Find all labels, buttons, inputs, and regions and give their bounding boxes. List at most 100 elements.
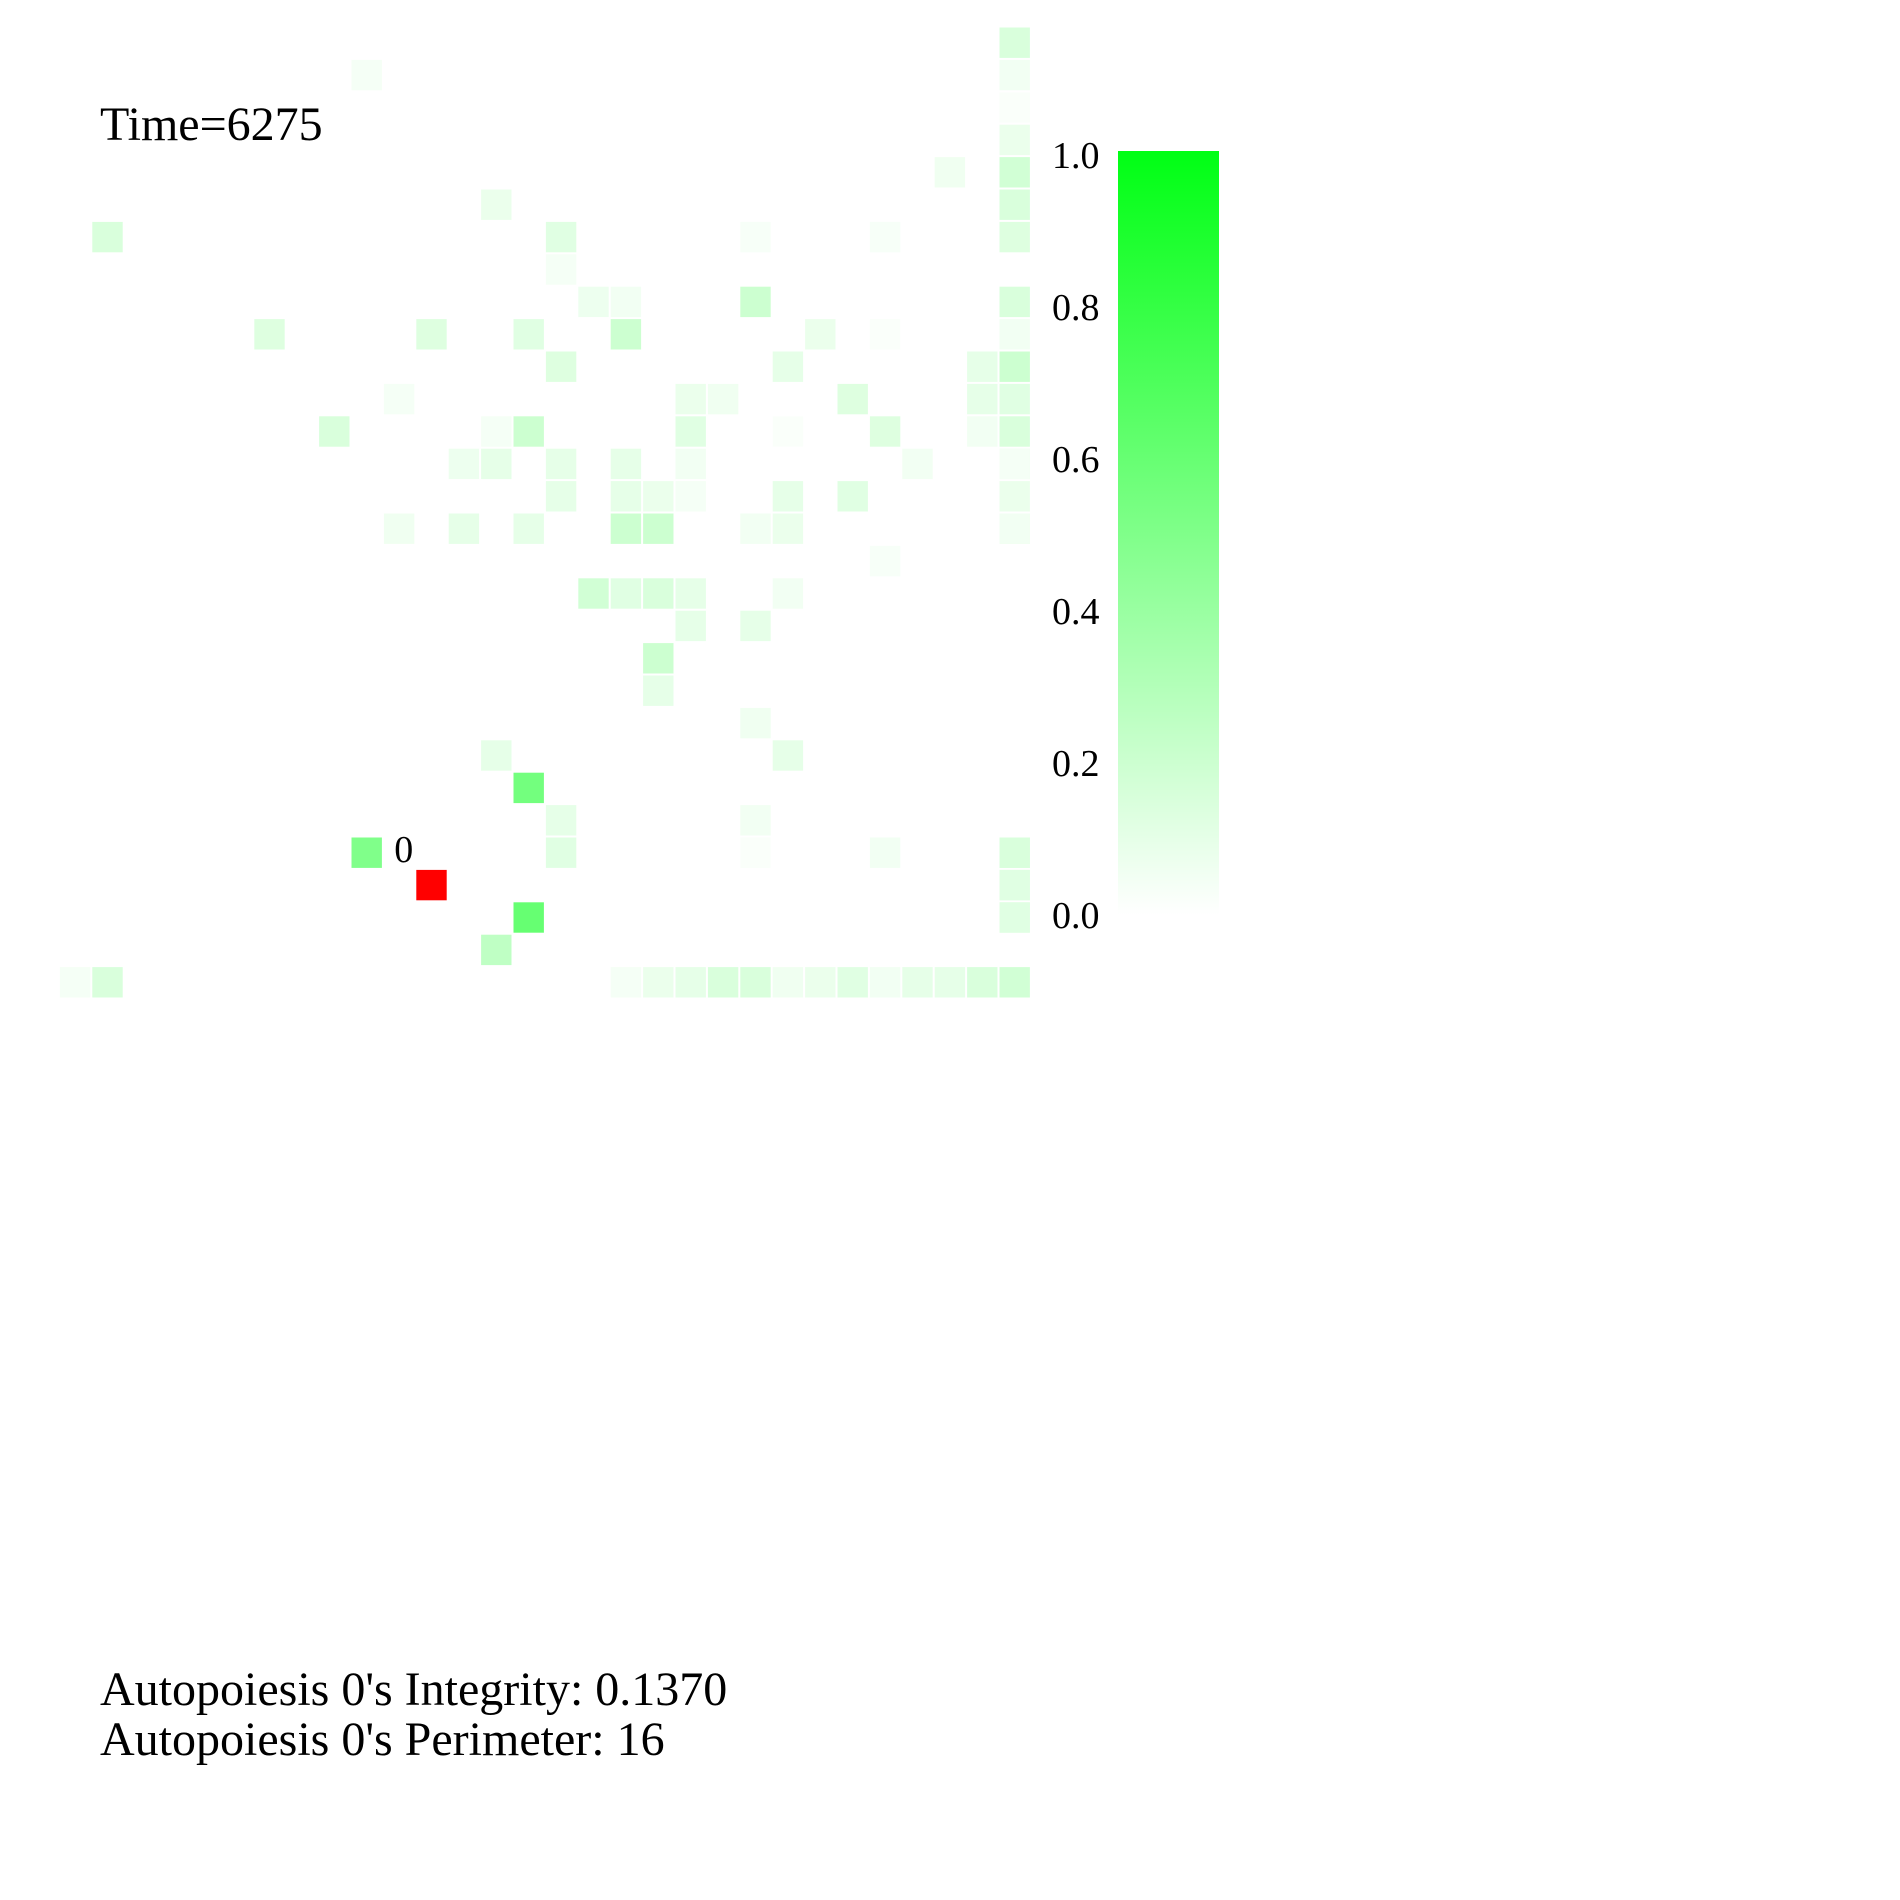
- heatmap-cell: [869, 967, 901, 998]
- heatmap-cell: [869, 221, 901, 253]
- heatmap-cell: [545, 351, 577, 382]
- heatmap-cell: [545, 448, 577, 480]
- heatmap-cell: [805, 319, 836, 350]
- heatmap-cell: [869, 416, 901, 447]
- heatmap-cell: [92, 221, 123, 253]
- heatmap-cell: [545, 254, 577, 285]
- heatmap-cell: [967, 351, 998, 382]
- heatmap-cell: [902, 967, 933, 998]
- heatmap-cell: [999, 221, 1030, 253]
- heatmap-cell: [59, 967, 91, 998]
- heatmap-cell: [772, 351, 804, 382]
- heatmap-cell: [675, 610, 706, 642]
- heatmap-cell: [610, 319, 642, 350]
- heatmap-cell: [416, 319, 447, 350]
- heatmap-cell: [643, 513, 674, 544]
- colorbar-tick-label: 0.6: [1052, 439, 1100, 481]
- heatmap-cell: [999, 27, 1030, 58]
- heatmap-cell: [902, 448, 933, 480]
- heatmap-cell: [999, 319, 1030, 350]
- heatmap-cell: [643, 481, 674, 512]
- heatmap-cell: [383, 383, 415, 415]
- heatmap-cell: [837, 967, 868, 998]
- heatmap-cell: [999, 124, 1030, 156]
- heatmap-cell: [999, 837, 1030, 868]
- heatmap-cell: [999, 351, 1030, 382]
- heatmap-cell: [999, 383, 1030, 415]
- heatmap-cell: [545, 837, 577, 868]
- heatmap-cell: [999, 869, 1030, 901]
- heatmap-cell: [578, 578, 609, 609]
- heatmap-cell: [934, 157, 966, 188]
- heatmap-cell: [999, 481, 1030, 512]
- heatmap-cell: [513, 513, 544, 544]
- heatmap-cell: [481, 740, 512, 771]
- heatmap-cell: [934, 967, 966, 998]
- heatmap-cell: [837, 481, 868, 512]
- heatmap-cell: [967, 967, 998, 998]
- heatmap-cell: [675, 448, 706, 480]
- heatmap-grid: [59, 27, 1030, 998]
- heatmap-cell: [772, 513, 804, 544]
- heatmap-cell: [740, 967, 771, 998]
- heatmap-cell: [675, 481, 706, 512]
- colorbar-gradient: [1118, 151, 1219, 915]
- heatmap-cell: [383, 513, 415, 544]
- heatmap-cell: [772, 740, 804, 771]
- heatmap-cell: [999, 902, 1030, 933]
- heatmap-cell: [740, 286, 771, 318]
- heatmap-cell: [545, 805, 577, 836]
- heatmap-cell: [740, 837, 771, 868]
- perimeter-stat: Autopoiesis 0's Perimeter: 16: [100, 1713, 665, 1766]
- heatmap-cell: [967, 383, 998, 415]
- heatmap-cell: [351, 59, 382, 91]
- heatmap-cell: [643, 643, 674, 674]
- heatmap-cell: [481, 448, 512, 480]
- colorbar-tick-label: 0.4: [1052, 591, 1100, 633]
- heatmap-cell: [448, 448, 480, 480]
- heatmap-cell: [513, 319, 544, 350]
- heatmap-cell: [772, 481, 804, 512]
- agent-layer: 0: [394, 829, 447, 901]
- heatmap-cell: [675, 578, 706, 609]
- colorbar-tick-label: 0.2: [1052, 743, 1100, 785]
- heatmap-cell: [999, 286, 1030, 318]
- heatmap-cell: [610, 481, 642, 512]
- colorbar: 0.0 0.2 0.4 0.6 0.8 1.0: [1052, 135, 1219, 937]
- heatmap-cell: [643, 578, 674, 609]
- heatmap-cell: [999, 59, 1030, 91]
- heatmap-cell: [999, 92, 1030, 123]
- heatmap-cell: [481, 416, 512, 447]
- heatmap-cell: [92, 967, 123, 998]
- heatmap-cell: [481, 189, 512, 220]
- heatmap-cell: [967, 416, 998, 447]
- heatmap-cell: [999, 189, 1030, 220]
- colorbar-tick-label: 0.8: [1052, 287, 1100, 329]
- heatmap-cell: [740, 805, 771, 836]
- heatmap-cell: [675, 383, 706, 415]
- heatmap-cell: [545, 221, 577, 253]
- heatmap-cell: [869, 319, 901, 350]
- heatmap-cell: [869, 837, 901, 868]
- heatmap-cell: [610, 513, 642, 544]
- heatmap-cell: [869, 545, 901, 577]
- heatmap-cell: [740, 610, 771, 642]
- heatmap-cell: [675, 416, 706, 447]
- agent-marker: [416, 869, 447, 901]
- heatmap-cell: [643, 675, 674, 706]
- heatmap-cell: [254, 319, 285, 350]
- heatmap-cell: [513, 902, 544, 933]
- heatmap-cell: [740, 707, 771, 739]
- heatmap-cell: [772, 578, 804, 609]
- heatmap-cell: [707, 967, 739, 998]
- heatmap-cell: [772, 416, 804, 447]
- heatmap-cell: [319, 416, 350, 447]
- heatmap-cell: [999, 416, 1030, 447]
- heatmap-cell: [351, 837, 382, 868]
- heatmap-cell: [740, 221, 771, 253]
- heatmap-cell: [481, 934, 512, 966]
- agent-label: 0: [394, 829, 413, 871]
- colorbar-tick-label: 0.0: [1052, 895, 1100, 937]
- heatmap-cell: [610, 578, 642, 609]
